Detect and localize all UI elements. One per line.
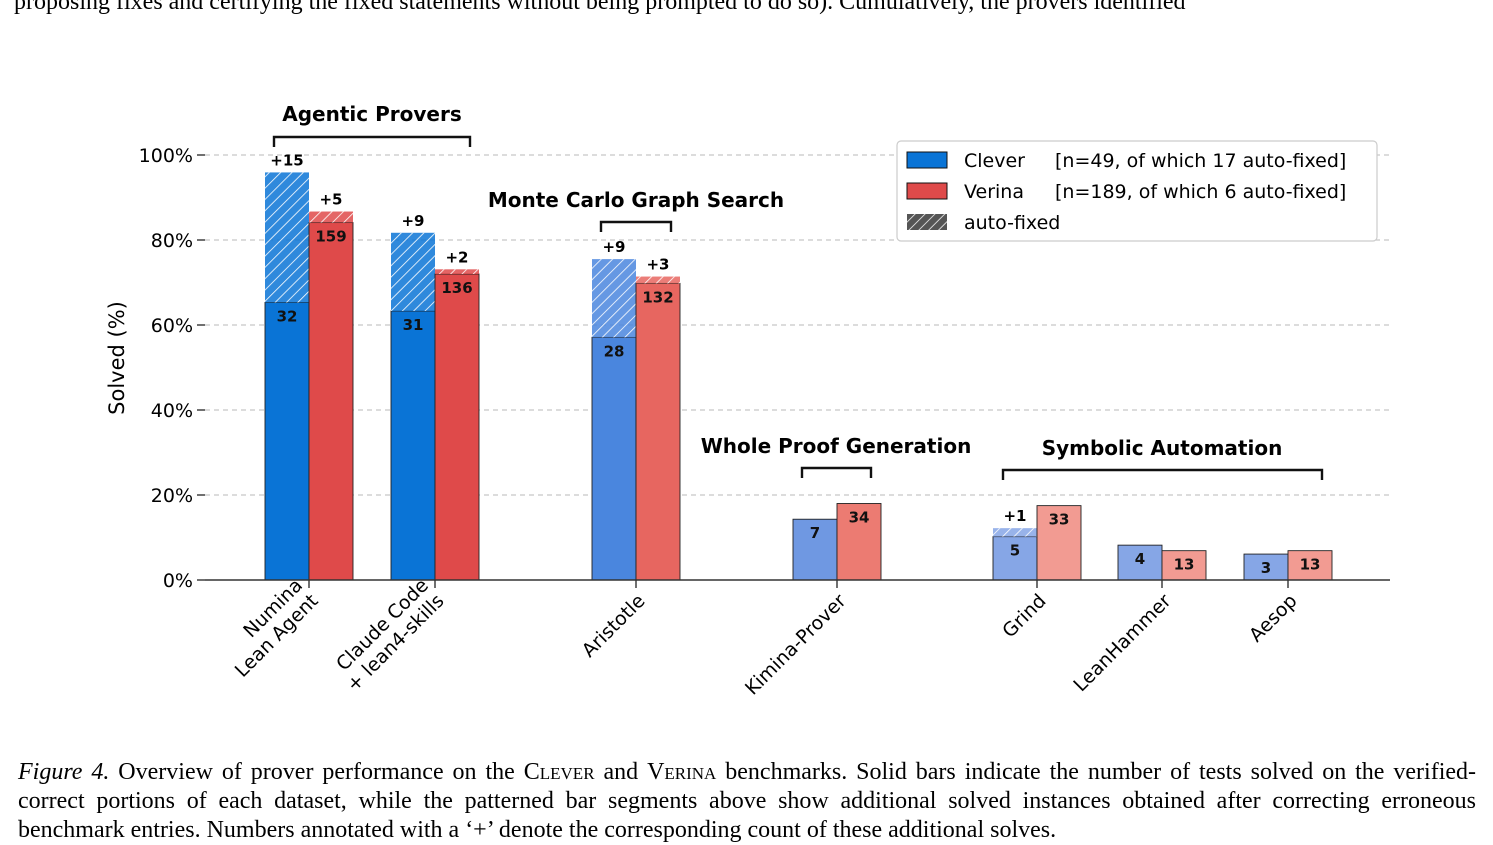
figure-caption: Figure 4. Overview of prover performance…: [18, 758, 1476, 845]
x-tick-label: Aesop: [1245, 590, 1302, 647]
x-tick-label-line: LeanHammer: [1069, 590, 1175, 696]
verina-value-label: 159: [315, 228, 346, 246]
x-tick-label: Grind: [998, 590, 1050, 642]
clever-fixed-label: +1: [1003, 507, 1026, 525]
verina-bar-solid: [308, 222, 354, 581]
verina-bar-solid: [1287, 550, 1333, 581]
clever-bar-fixed-hatch: [265, 172, 309, 303]
clever-bar-fixed-hatch: [391, 232, 435, 311]
x-tick-label: LeanHammer: [1069, 590, 1175, 696]
caption-bench-clever: Clever: [523, 759, 595, 785]
verina-value-label: 33: [1049, 511, 1070, 529]
group-title: Monte Carlo Graph Search: [488, 188, 784, 212]
x-tick-label-line: Kimina-Prover: [741, 590, 851, 700]
verina-bar-solid: [1161, 550, 1207, 581]
legend-name: auto-fixed: [964, 212, 1060, 234]
verina-value-label: 34: [849, 509, 870, 527]
y-tick-label: 100%: [139, 145, 193, 167]
clever-bar-solid: [792, 518, 838, 581]
clever-fixed-label: +9: [602, 238, 625, 256]
verina-bar-fixed-hatch: [435, 269, 479, 274]
verina-fixed-label: +2: [445, 248, 468, 266]
group-brackets: Agentic Provers Monte Carlo Graph Search W…: [272, 102, 1324, 480]
verina-bar-solid: [1036, 505, 1082, 581]
clever-value-label: 32: [277, 307, 298, 325]
caption-mid: and: [594, 759, 648, 785]
legend-swatch: [906, 182, 948, 200]
bars: [264, 172, 1333, 581]
clever-value-label: 7: [810, 524, 820, 542]
verina-value-label: 132: [642, 288, 673, 306]
group-bracket: [800, 466, 873, 478]
clever-value-label: 4: [1135, 550, 1145, 568]
y-tick-label: 80%: [151, 230, 193, 252]
legend: Clever [n=49, of which 17 auto-fixed] Veri…: [896, 140, 1378, 242]
verina-bar-solid: [434, 273, 480, 581]
legend-name: Verina: [964, 181, 1024, 203]
clever-bar-solid: [591, 336, 637, 581]
x-tick-label-line: Aristotle: [578, 590, 650, 662]
group-title: Symbolic Automation: [1042, 436, 1283, 460]
legend-box: [896, 140, 1378, 242]
caption-bench-verina: Verina: [647, 759, 717, 785]
clever-value-label: 3: [1261, 559, 1271, 577]
x-tick-label-line: Aesop: [1245, 590, 1302, 647]
caption-post: benchmarks. Solid bars indicate the numb…: [18, 759, 1477, 843]
verina-bar-fixed-hatch: [309, 211, 353, 223]
clever-value-label: 28: [604, 342, 625, 360]
clever-bar-fixed-hatch: [993, 528, 1037, 537]
verina-fixed-label: +3: [646, 256, 669, 274]
legend-note: [n=189, of which 6 auto-fixed]: [1055, 181, 1346, 203]
y-tick-label: 40%: [151, 400, 193, 422]
figure-label: Figure 4.: [18, 759, 110, 785]
legend-swatch: [907, 214, 947, 230]
body-text-top: proposing fixes and certifying the fixed…: [14, 0, 1186, 15]
caption-pre: Overview of prover performance on the: [109, 759, 524, 785]
clever-bar-fixed-hatch: [592, 259, 636, 338]
legend-note: [n=49, of which 17 auto-fixed]: [1055, 150, 1346, 172]
verina-value-label: 13: [1300, 556, 1321, 574]
group-title: Agentic Provers: [282, 102, 461, 126]
verina-value-label: 13: [1174, 556, 1195, 574]
x-tick-label: Aristotle: [578, 590, 650, 662]
group-bracket: [599, 220, 673, 232]
y-axis-label: Solved (%): [105, 301, 129, 415]
clever-value-label: 31: [403, 316, 424, 334]
clever-bar-solid: [1117, 544, 1163, 581]
x-tick-label: Kimina-Prover: [741, 590, 851, 700]
group-bracket: [1001, 468, 1324, 480]
clever-value-label: 5: [1010, 542, 1020, 560]
x-tick-label-line: Grind: [998, 590, 1050, 642]
verina-value-label: 136: [441, 279, 472, 297]
legend-swatch: [906, 151, 948, 169]
verina-fixed-label: +5: [319, 191, 342, 209]
clever-fixed-label: +9: [401, 212, 424, 230]
clever-bar-solid: [264, 302, 310, 581]
y-tick-label: 0%: [163, 570, 193, 592]
y-tick-label: 60%: [151, 315, 193, 337]
verina-bar-fixed-hatch: [636, 276, 680, 284]
clever-bar-solid: [390, 310, 436, 581]
y-tick-label: 20%: [151, 485, 193, 507]
group-title: Whole Proof Generation: [701, 434, 972, 458]
group-bracket: [272, 135, 472, 147]
legend-name: Clever: [964, 150, 1025, 172]
verina-bar-solid: [635, 282, 681, 581]
clever-fixed-label: +15: [270, 151, 303, 169]
x-tick-label: Claude Code+ lean4-skills: [332, 574, 448, 696]
